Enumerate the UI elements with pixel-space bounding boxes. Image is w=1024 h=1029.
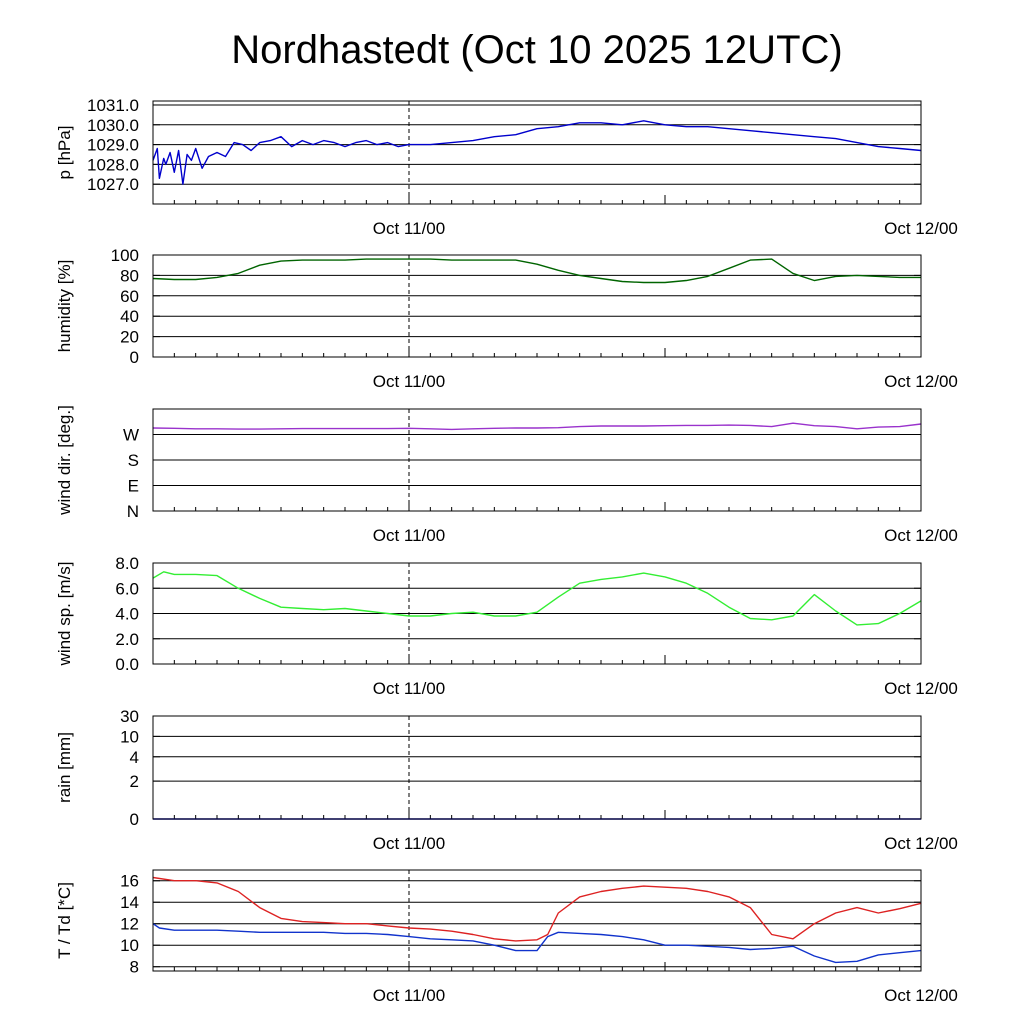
series-pressure [152, 120, 922, 185]
ytick-label-pressure-2: 1029.0 [87, 136, 139, 155]
panel-temperature: 8 10 12 14 16 Oct 11/00 Oct 12/00 T / Td [*C] [55, 869, 958, 1005]
xtick-label-rain-0: Oct 11/00 [373, 834, 445, 853]
chart-title: Nordhastedt (Oct 10 2025 12UTC) [231, 28, 842, 72]
ytick-label-rain-1: 2 [130, 772, 139, 791]
ylabel-pressure: p [hPa] [55, 126, 74, 180]
ytick-label-humidity-5: 100 [111, 246, 139, 265]
frame-wind_speed [152, 562, 922, 665]
series-wind_dir [152, 422, 922, 431]
panel-wind_speed: 0.0 2.0 4.0 6.0 8.0 Oct 11/00 Oct 12/00 wind sp… [55, 554, 958, 698]
ytick-label-rain-2: 4 [130, 748, 139, 767]
ylabel-rain: rain [mm] [55, 732, 74, 803]
ytick-label-humidity-4: 80 [120, 266, 139, 285]
xtick-label-wind_speed-1: Oct 12/00 [884, 679, 958, 698]
ytick-label-wind_speed-2: 4.0 [115, 605, 139, 624]
xtick-label-wind_speed-0: Oct 11/00 [373, 679, 445, 698]
ytick-label-temperature-3: 14 [120, 893, 139, 912]
series-temperature [152, 876, 922, 942]
ytick-label-wind_speed-4: 8.0 [115, 554, 139, 573]
ytick-label-pressure-0: 1027.0 [87, 175, 139, 194]
frame-pressure [152, 100, 922, 205]
ytick-label-temperature-0: 8 [130, 958, 139, 977]
xtick-label-humidity-0: Oct 11/00 [373, 372, 445, 391]
ytick-label-pressure-1: 1028.0 [87, 155, 139, 174]
panel-rain: 0 2 4 1030 Oct 11/00 Oct 12/00 rain [mm] [55, 707, 958, 853]
frame-humidity [152, 254, 922, 358]
ytick-label-rain-0: 0 [130, 810, 139, 829]
ylabel-wind_speed: wind sp. [m/s] [55, 562, 74, 667]
ytick-label-wind_speed-1: 2.0 [115, 630, 139, 649]
ytick-label-wind_dir-0: N [127, 502, 139, 521]
ytick-label-wind_dir-3: W [123, 426, 139, 445]
ytick-label-wind_dir-2: S [128, 451, 139, 470]
frame-rain [152, 715, 922, 820]
ytick-label-temperature-2: 12 [120, 915, 139, 934]
ytick-label-humidity-2: 40 [120, 307, 139, 326]
xtick-label-wind_dir-1: Oct 12/00 [884, 526, 958, 545]
xtick-label-wind_dir-0: Oct 11/00 [373, 526, 445, 545]
xtick-label-humidity-1: Oct 12/00 [884, 372, 958, 391]
frame-temperature [152, 869, 922, 972]
ytick-label-wind_speed-3: 6.0 [115, 579, 139, 598]
ylabel-temperature: T / Td [*C] [55, 882, 74, 959]
ytick-label-humidity-0: 0 [130, 348, 139, 367]
ytick-label-wind_speed-0: 0.0 [115, 655, 139, 674]
xtick-label-rain-1: Oct 12/00 [884, 834, 958, 853]
ytick-label-pressure-3: 1030.0 [87, 116, 139, 135]
xtick-label-temperature-1: Oct 12/00 [884, 986, 958, 1005]
ylabel-wind_dir: wind dir. [deg.] [55, 405, 74, 516]
xtick-label-temperature-0: Oct 11/00 [373, 986, 445, 1005]
ytick-label-wind_dir-1: E [128, 477, 139, 496]
series-wind_speed [152, 571, 922, 626]
ytick-label-humidity-1: 20 [120, 328, 139, 347]
ytick-label-pressure-4: 1031.0 [87, 96, 139, 115]
xtick-label-pressure-1: Oct 12/00 [884, 219, 958, 238]
ytick-label-humidity-3: 60 [120, 287, 139, 306]
xtick-label-pressure-0: Oct 11/00 [373, 219, 445, 238]
ytick-label-temperature-1: 10 [120, 936, 139, 955]
ytick-label-rain-3: 10 [120, 727, 139, 746]
series-humidity [152, 258, 921, 284]
ytick-label-rain-4: 30 [120, 707, 139, 726]
ytick-label-temperature-4: 16 [120, 872, 139, 891]
series-dewpoint [152, 923, 922, 964]
frame-wind_dir [152, 408, 922, 512]
ylabel-humidity: humidity [%] [55, 260, 74, 353]
